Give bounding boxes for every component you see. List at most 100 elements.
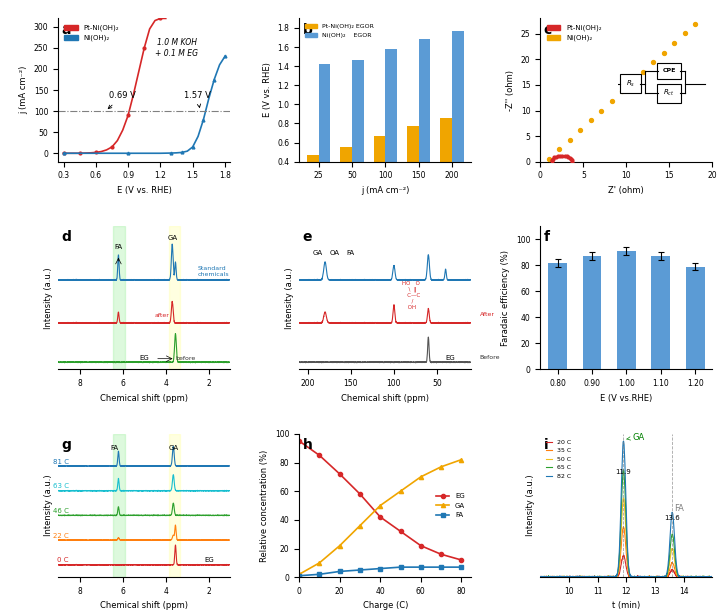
35 C: [658, 575, 667, 582]
Point: [553, 144, 565, 154]
Point: [669, 38, 680, 48]
X-axis label: Charge (C): Charge (C): [363, 602, 408, 610]
82 C: [670, 540, 679, 547]
Line: 20 C: 20 C: [540, 555, 712, 578]
Bar: [340, 147, 352, 200]
GA: [457, 456, 465, 464]
Text: 46 C: 46 C: [53, 508, 69, 514]
Point: [548, 152, 560, 162]
X-axis label: E (V vs.RHE): E (V vs.RHE): [601, 394, 653, 403]
Bar: [307, 155, 318, 200]
Text: g: g: [62, 438, 71, 452]
Point: [554, 150, 566, 160]
50 C: [606, 573, 614, 581]
Legend: EG, GA, FA: EG, GA, FA: [433, 490, 468, 521]
Y-axis label: -Z'' (ohm): -Z'' (ohm): [507, 69, 515, 111]
35 C: [670, 566, 679, 573]
Point: [550, 152, 562, 161]
GA: [315, 559, 324, 567]
Point: [648, 57, 659, 67]
Point: [574, 125, 586, 135]
50 C: [674, 572, 683, 580]
EG: [315, 452, 324, 459]
FA: [295, 572, 304, 580]
Text: GA: GA: [167, 236, 177, 241]
Text: i: i: [544, 438, 548, 452]
35 C: [674, 572, 683, 580]
65 C: [670, 551, 679, 558]
65 C: [654, 573, 663, 580]
65 C: [563, 575, 571, 582]
EG: [376, 513, 385, 521]
Legend: Pt-Ni(OH)₂ EGOR, Ni(OH)₂    EGOR: Pt-Ni(OH)₂ EGOR, Ni(OH)₂ EGOR: [302, 21, 377, 41]
Text: 63 C: 63 C: [53, 483, 69, 489]
Bar: [582, 256, 601, 370]
50 C: [670, 559, 679, 566]
Text: Standard
chemicals: Standard chemicals: [198, 266, 230, 278]
20 C: [708, 573, 717, 581]
Bar: [318, 64, 330, 200]
Text: 81 C: 81 C: [53, 459, 69, 465]
Text: e: e: [302, 230, 312, 244]
Point: [557, 150, 569, 160]
Text: 11.9: 11.9: [616, 469, 631, 475]
FA: [457, 564, 465, 571]
Text: Before: Before: [480, 355, 500, 360]
65 C: [619, 466, 628, 473]
Text: c: c: [544, 23, 552, 37]
Y-axis label: Intensity (a.u.): Intensity (a.u.): [44, 475, 52, 537]
65 C: [708, 573, 717, 581]
50 C: [619, 494, 628, 502]
Point: [546, 156, 558, 166]
X-axis label: Chemical shift (ppm): Chemical shift (ppm): [100, 394, 188, 403]
65 C: [606, 574, 614, 581]
X-axis label: Z' (ohm): Z' (ohm): [608, 186, 644, 195]
Y-axis label: j (mA cm⁻²): j (mA cm⁻²): [19, 66, 28, 114]
EG: [437, 551, 446, 558]
Text: HO   O
  \  ‖
   C—C
  /
 OH: HO O \ ‖ C—C / OH: [402, 281, 420, 309]
35 C: [654, 573, 663, 581]
Point: [566, 155, 578, 165]
35 C: [536, 573, 545, 581]
82 C: [619, 438, 628, 445]
82 C: [612, 573, 621, 580]
Point: [564, 153, 576, 163]
Point: [679, 28, 691, 38]
Text: EG: EG: [140, 356, 149, 362]
Bar: [617, 251, 636, 370]
X-axis label: Chemical shift (ppm): Chemical shift (ppm): [100, 602, 188, 610]
Text: After: After: [480, 312, 494, 317]
Point: [563, 152, 574, 162]
FA: [396, 564, 405, 571]
Bar: [385, 49, 397, 200]
82 C: [708, 572, 717, 580]
FA: [315, 570, 324, 578]
Legend: Pt-Ni(OH)₂, Ni(OH)₂: Pt-Ni(OH)₂, Ni(OH)₂: [544, 22, 604, 44]
Text: EG: EG: [446, 356, 455, 362]
EG: [417, 542, 425, 550]
Text: 0.69 V: 0.69 V: [108, 91, 136, 109]
X-axis label: Chemical shift (ppm): Chemical shift (ppm): [341, 394, 430, 403]
Text: OA: OA: [329, 250, 340, 256]
Y-axis label: Intensity (a.u.): Intensity (a.u.): [44, 267, 52, 328]
Line: FA: FA: [297, 565, 463, 578]
20 C: [690, 575, 699, 582]
82 C: [606, 572, 614, 580]
Bar: [686, 266, 704, 370]
Point: [595, 106, 607, 115]
Text: FA: FA: [674, 504, 683, 513]
82 C: [553, 574, 562, 581]
Line: 50 C: 50 C: [540, 498, 712, 578]
Point: [561, 151, 572, 161]
50 C: [536, 573, 545, 581]
35 C: [553, 574, 562, 581]
50 C: [708, 574, 717, 581]
Text: before: before: [175, 357, 196, 362]
GA: [295, 570, 304, 578]
Bar: [452, 31, 464, 200]
20 C: [619, 551, 628, 559]
EG: [457, 556, 465, 564]
82 C: [536, 573, 545, 581]
Point: [585, 115, 597, 125]
Text: d: d: [62, 230, 71, 244]
